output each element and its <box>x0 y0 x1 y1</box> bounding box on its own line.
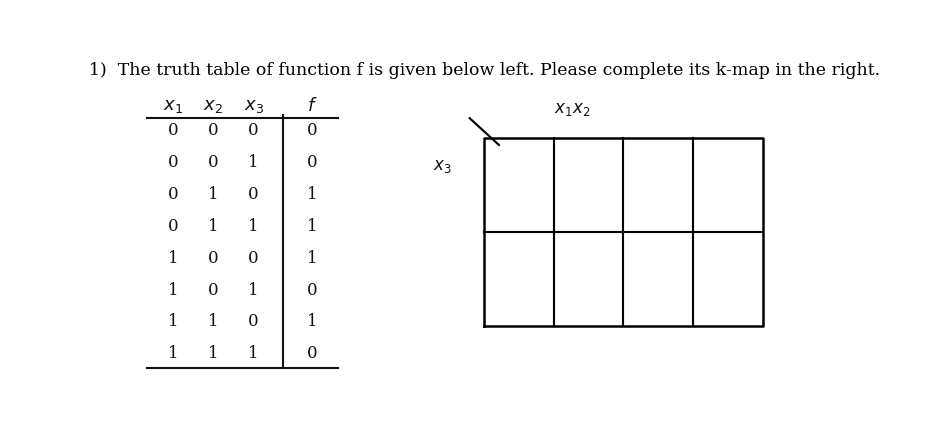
Text: 0: 0 <box>248 122 259 139</box>
Text: 0: 0 <box>168 186 178 203</box>
Text: 1: 1 <box>248 344 259 362</box>
Text: 1: 1 <box>168 249 178 266</box>
Text: 0: 0 <box>168 122 178 139</box>
Text: 1: 1 <box>168 344 178 362</box>
Text: 1: 1 <box>307 186 317 203</box>
Text: 0: 0 <box>307 122 317 139</box>
Text: 0: 0 <box>307 154 317 171</box>
Text: 0: 0 <box>208 249 218 266</box>
Text: 1: 1 <box>248 281 259 298</box>
Text: 0: 0 <box>208 154 218 171</box>
Text: 1: 1 <box>208 186 218 203</box>
Text: 1: 1 <box>307 312 317 329</box>
Text: $\mathit{x}_3$: $\mathit{x}_3$ <box>432 157 451 174</box>
Text: 1)  The truth table of function f is given below left. Please complete its k-map: 1) The truth table of function f is give… <box>89 62 879 79</box>
Text: 0: 0 <box>248 312 259 329</box>
Text: 1: 1 <box>208 312 218 329</box>
Text: 1: 1 <box>248 154 259 171</box>
Text: $\mathit{x}_2$: $\mathit{x}_2$ <box>203 97 223 115</box>
Text: $\mathit{x}_1$: $\mathit{x}_1$ <box>163 97 183 115</box>
Text: 0: 0 <box>248 249 259 266</box>
Text: $\mathit{x}_1\mathit{x}_2$: $\mathit{x}_1\mathit{x}_2$ <box>553 100 590 117</box>
Text: 0: 0 <box>307 344 317 362</box>
Text: 1: 1 <box>168 312 178 329</box>
Text: $\mathit{f}$: $\mathit{f}$ <box>307 97 317 115</box>
Text: 1: 1 <box>208 344 218 362</box>
Text: 1: 1 <box>307 249 317 266</box>
Text: 1: 1 <box>168 281 178 298</box>
Text: 1: 1 <box>307 217 317 234</box>
Text: 0: 0 <box>248 186 259 203</box>
Text: 0: 0 <box>168 154 178 171</box>
Text: 0: 0 <box>208 281 218 298</box>
Text: $\mathit{x}_3$: $\mathit{x}_3$ <box>244 97 263 115</box>
Text: 0: 0 <box>168 217 178 234</box>
Text: 1: 1 <box>248 217 259 234</box>
Text: 0: 0 <box>208 122 218 139</box>
Text: 1: 1 <box>208 217 218 234</box>
Text: 0: 0 <box>307 281 317 298</box>
